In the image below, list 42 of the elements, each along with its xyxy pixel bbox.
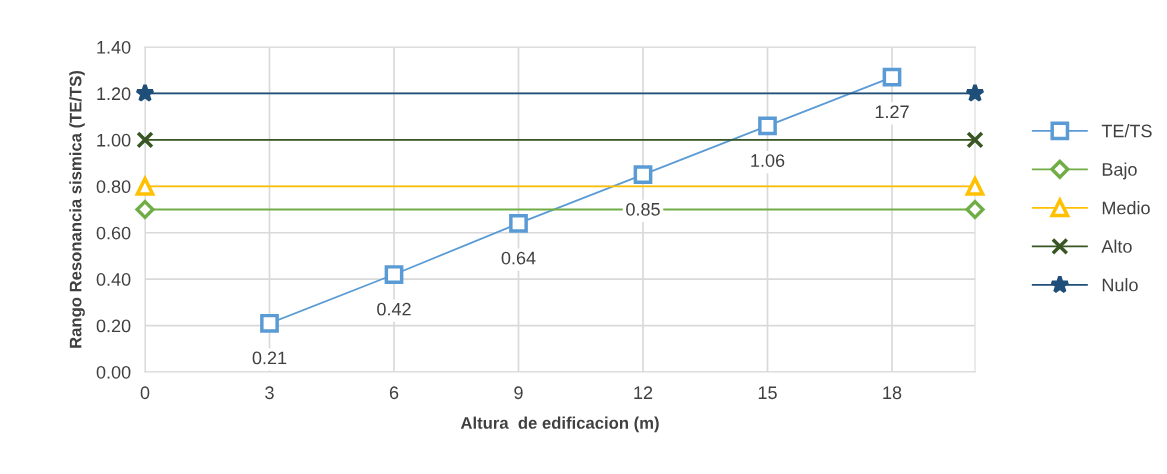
x-tick-label: 3 bbox=[265, 386, 274, 400]
y-tick-label: 1.20 bbox=[97, 87, 131, 101]
legend-label: TE/TS bbox=[1101, 124, 1152, 138]
legend-label: Medio bbox=[1102, 201, 1150, 215]
data-label: 1.06 bbox=[751, 154, 785, 167]
point bbox=[135, 176, 155, 196]
data-label: 0.42 bbox=[377, 302, 411, 316]
point bbox=[136, 131, 154, 149]
point bbox=[882, 67, 902, 87]
legend-label: Nulo bbox=[1102, 278, 1138, 292]
x-tick-label: 12 bbox=[634, 386, 653, 399]
y-tick-label: 0.80 bbox=[96, 180, 131, 194]
point bbox=[633, 165, 653, 185]
point bbox=[135, 83, 155, 102]
point bbox=[758, 116, 777, 136]
point bbox=[965, 199, 985, 220]
data-label: 0.21 bbox=[252, 351, 287, 365]
x-tick-label: 18 bbox=[883, 386, 902, 400]
x-tick-label: 0 bbox=[140, 386, 150, 400]
y-tick-label: 0.60 bbox=[96, 226, 131, 240]
point bbox=[965, 176, 985, 196]
point bbox=[384, 265, 404, 284]
x-tick-label: 6 bbox=[389, 386, 399, 400]
data-label: 0.64 bbox=[501, 251, 536, 265]
y-axis-title: Rango Resonancia sismica (TE/TS) bbox=[69, 70, 85, 348]
point bbox=[965, 83, 985, 102]
legend-label: Bajo bbox=[1102, 162, 1137, 180]
point bbox=[509, 214, 528, 233]
y-tick-label: 0.40 bbox=[96, 273, 131, 286]
y-tick-label: 1.00 bbox=[97, 133, 131, 147]
x-tick-label: 15 bbox=[758, 386, 777, 400]
x-tick-label: 9 bbox=[514, 386, 523, 400]
x-axis-title: Altura de edificacion (m) bbox=[460, 416, 659, 433]
point bbox=[966, 131, 984, 149]
y-tick-label: 0.20 bbox=[96, 319, 131, 333]
y-tick-label: 1.40 bbox=[97, 40, 131, 54]
point bbox=[260, 313, 279, 333]
point bbox=[135, 199, 155, 220]
legend-label: Alto bbox=[1101, 239, 1132, 253]
data-label: 1.27 bbox=[875, 105, 909, 119]
y-tick-label: 0.00 bbox=[96, 365, 131, 379]
data-label: 0.85 bbox=[626, 202, 660, 216]
